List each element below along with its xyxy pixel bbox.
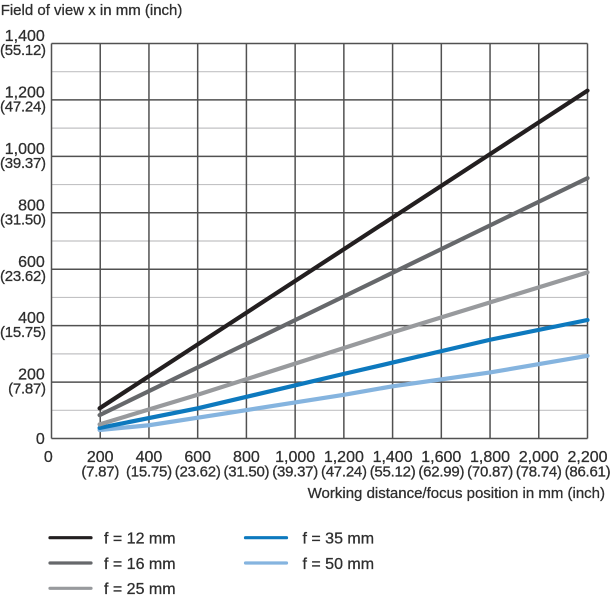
svg-text:(78.74): (78.74): [516, 463, 562, 480]
svg-text:800: 800: [18, 197, 45, 214]
svg-text:f = 50 mm: f = 50 mm: [303, 556, 375, 573]
svg-text:(7.87): (7.87): [8, 381, 46, 398]
svg-text:2,200: 2,200: [567, 449, 607, 466]
svg-text:(39.37): (39.37): [272, 463, 318, 480]
svg-text:f = 12 mm: f = 12 mm: [104, 531, 176, 548]
svg-text:1,400: 1,400: [5, 28, 45, 45]
svg-text:(15.75): (15.75): [0, 324, 46, 341]
svg-text:(7.87): (7.87): [81, 463, 119, 480]
svg-text:(55.12): (55.12): [370, 463, 416, 480]
svg-text:600: 600: [184, 449, 211, 466]
svg-text:400: 400: [136, 449, 163, 466]
svg-text:(31.50): (31.50): [224, 463, 270, 480]
svg-text:0: 0: [36, 431, 45, 448]
svg-text:Field of view x in mm (inch): Field of view x in mm (inch): [1, 2, 183, 19]
svg-text:1,000: 1,000: [275, 449, 315, 466]
svg-text:(23.62): (23.62): [175, 463, 221, 480]
svg-text:2,000: 2,000: [519, 449, 559, 466]
svg-text:(62.99): (62.99): [418, 463, 464, 480]
svg-text:1,000: 1,000: [5, 141, 45, 158]
svg-text:800: 800: [233, 449, 260, 466]
svg-text:(47.24): (47.24): [0, 99, 46, 116]
svg-text:f = 16 mm: f = 16 mm: [104, 556, 176, 573]
svg-text:f = 35 mm: f = 35 mm: [303, 531, 375, 548]
svg-text:1,200: 1,200: [5, 85, 45, 102]
svg-text:1,400: 1,400: [373, 449, 413, 466]
svg-text:Working distance/focus positio: Working distance/focus position in mm (i…: [308, 485, 605, 502]
svg-text:(39.37): (39.37): [0, 155, 46, 172]
svg-text:200: 200: [87, 449, 114, 466]
svg-text:(86.61): (86.61): [565, 463, 610, 480]
svg-text:200: 200: [18, 367, 45, 384]
svg-text:(31.50): (31.50): [0, 211, 46, 228]
svg-text:1,800: 1,800: [470, 449, 510, 466]
svg-text:1,200: 1,200: [324, 449, 364, 466]
svg-text:400: 400: [18, 310, 45, 327]
svg-text:f = 25 mm: f = 25 mm: [104, 581, 176, 598]
svg-text:(55.12): (55.12): [0, 42, 46, 59]
svg-text:(23.62): (23.62): [0, 268, 46, 285]
svg-text:(70.87): (70.87): [467, 463, 513, 480]
svg-text:600: 600: [18, 254, 45, 271]
svg-text:1,600: 1,600: [421, 449, 461, 466]
svg-text:(47.24): (47.24): [321, 463, 367, 480]
svg-text:0: 0: [44, 449, 53, 466]
svg-text:(15.75): (15.75): [126, 463, 172, 480]
